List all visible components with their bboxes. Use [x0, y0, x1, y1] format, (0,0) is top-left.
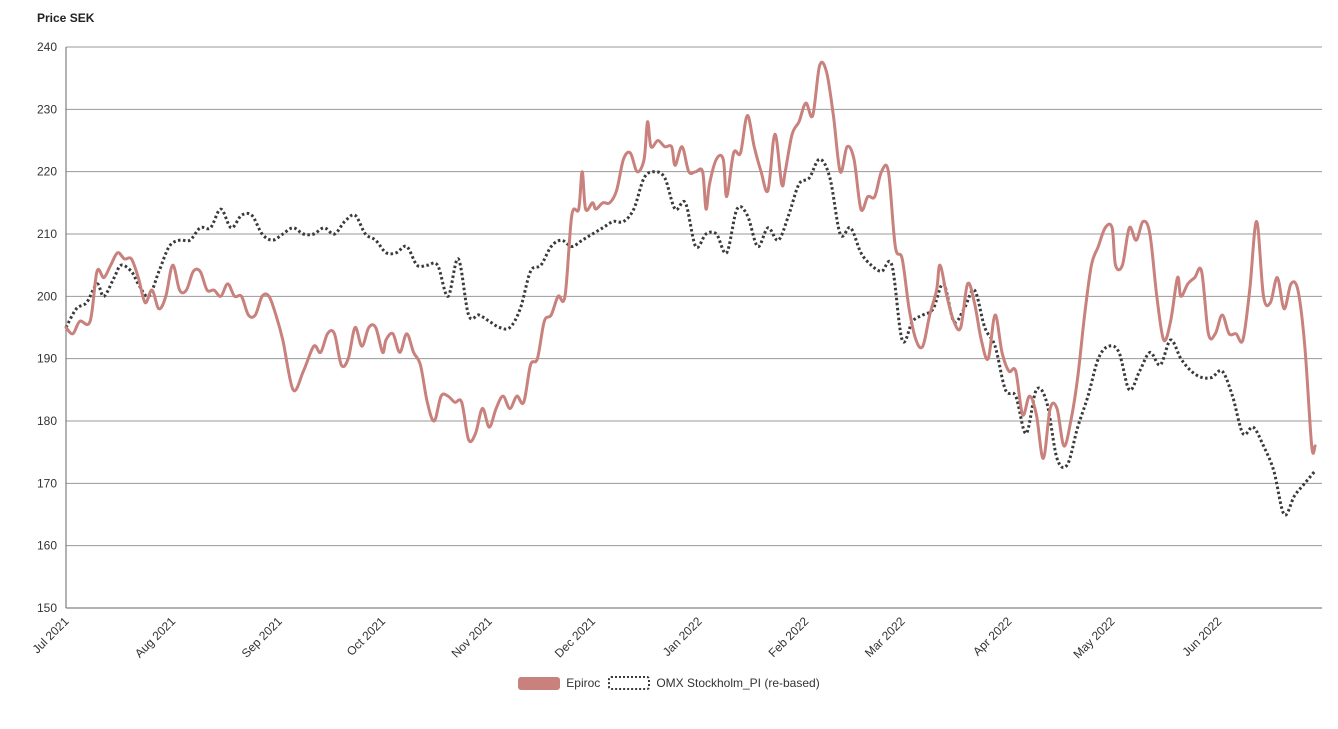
legend: Epiroc OMX Stockholm_PI (re-based)	[0, 676, 1338, 690]
y-tick-label: 160	[37, 539, 57, 553]
legend-label-epiroc: Epiroc	[566, 676, 601, 690]
x-tick-label: Dec 2021	[552, 614, 598, 660]
legend-label-omx: OMX Stockholm_PI (re-based)	[656, 676, 820, 690]
y-tick-label: 200	[37, 289, 57, 303]
y-tick-label: 210	[37, 227, 57, 241]
y-tick-label: 190	[37, 352, 57, 366]
x-tick-label: Oct 2021	[344, 614, 389, 659]
legend-swatch-omx	[608, 676, 651, 690]
y-tick-label: 220	[37, 165, 57, 179]
x-tick-label: Mar 2022	[862, 614, 908, 660]
y-tick-label: 150	[37, 601, 57, 615]
y-axis-title: Price SEK	[37, 11, 95, 25]
series-line-omx	[64, 157, 1317, 517]
y-tick-label: 230	[37, 102, 57, 116]
x-tick-label: Jul 2021	[30, 614, 72, 656]
legend-swatch-epiroc	[518, 676, 561, 690]
x-tick-label: Apr 2022	[970, 614, 1015, 659]
x-tick-label: Feb 2022	[766, 614, 812, 660]
x-tick-label: May 2022	[1070, 614, 1117, 661]
x-tick-label: Jun 2022	[1180, 614, 1225, 659]
x-tick-label: Jan 2022	[660, 614, 705, 659]
x-tick-label: Aug 2021	[132, 614, 178, 660]
legend-item-epiroc[interactable]: Epiroc	[518, 676, 600, 690]
x-tick-label: Nov 2021	[449, 614, 495, 660]
y-tick-label: 180	[37, 414, 57, 428]
legend-item-omx[interactable]: OMX Stockholm_PI (re-based)	[608, 676, 820, 690]
x-tick-label: Sep 2021	[239, 614, 285, 660]
series-line-epiroc	[64, 60, 1317, 460]
chart-plot: 150 160 170 180 190 200 210 220 230 240 Jul 2021 Au…	[30, 40, 1322, 661]
y-tick-label: 170	[37, 476, 57, 490]
y-tick-label: 240	[37, 40, 57, 54]
